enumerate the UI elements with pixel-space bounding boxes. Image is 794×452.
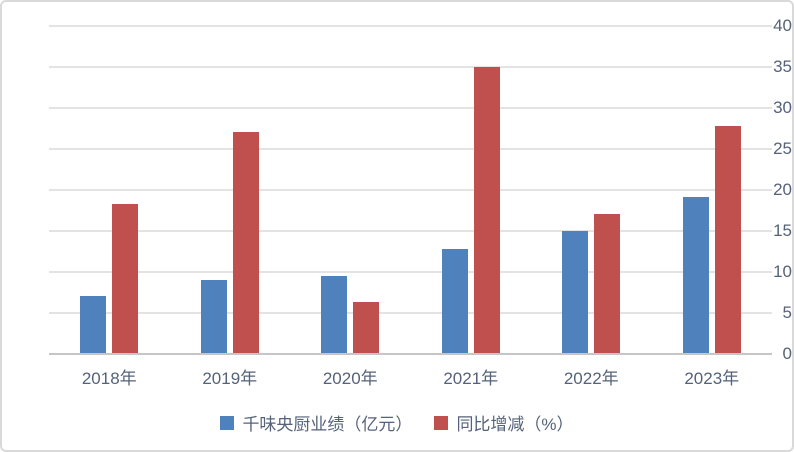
bar-growth-2018年 <box>112 203 139 353</box>
legend: 千味央厨业绩（亿元） 同比增减（%） <box>2 410 792 435</box>
x-axis-line <box>49 353 772 355</box>
y-tick-label: 35 <box>773 57 792 76</box>
legend-label: 千味央厨业绩（亿元） <box>242 415 413 434</box>
y-tick-label: 5 <box>782 303 792 322</box>
bar-growth-2023年 <box>714 125 741 353</box>
bar-revenue-2022年 <box>562 230 589 353</box>
gridline <box>49 271 772 273</box>
gridline <box>49 25 772 27</box>
bar-growth-2020年 <box>353 302 380 353</box>
bar-revenue-2023年 <box>682 197 709 353</box>
x-tick-label: 2018年 <box>81 369 137 388</box>
x-tick-label: 2019年 <box>202 369 258 388</box>
gridline <box>49 189 772 191</box>
gridline <box>49 230 772 232</box>
plot-area <box>49 25 772 355</box>
bar-revenue-2018年 <box>80 295 107 353</box>
bar-revenue-2021年 <box>441 248 468 353</box>
gridline <box>49 66 772 68</box>
bar-revenue-2020年 <box>321 275 348 353</box>
x-tick-label: 2021年 <box>443 369 499 388</box>
legend-swatch-icon <box>434 415 449 430</box>
bar-growth-2019年 <box>232 132 259 353</box>
y-tick-label: 10 <box>773 262 792 281</box>
legend-item-growth: 同比增减（%） <box>434 410 574 435</box>
y-tick-label: 0 <box>782 344 792 363</box>
y-tick-label: 40 <box>773 16 792 35</box>
legend-label: 同比增减（%） <box>456 415 574 434</box>
x-tick-label: 2023年 <box>684 369 740 388</box>
legend-item-revenue: 千味央厨业绩（亿元） <box>220 410 412 435</box>
legend-swatch-icon <box>220 415 235 430</box>
gridline <box>49 148 772 150</box>
bar-revenue-2019年 <box>200 280 227 353</box>
y-tick-label: 30 <box>773 98 792 117</box>
y-tick-label: 20 <box>773 180 792 199</box>
bar-growth-2021年 <box>473 66 500 353</box>
y-tick-label: 25 <box>773 139 792 158</box>
gridline <box>49 312 772 314</box>
x-tick-label: 2020年 <box>322 369 378 388</box>
bar-growth-2022年 <box>594 214 621 353</box>
y-tick-label: 15 <box>773 221 792 240</box>
gridline <box>49 107 772 109</box>
x-tick-label: 2022年 <box>563 369 619 388</box>
